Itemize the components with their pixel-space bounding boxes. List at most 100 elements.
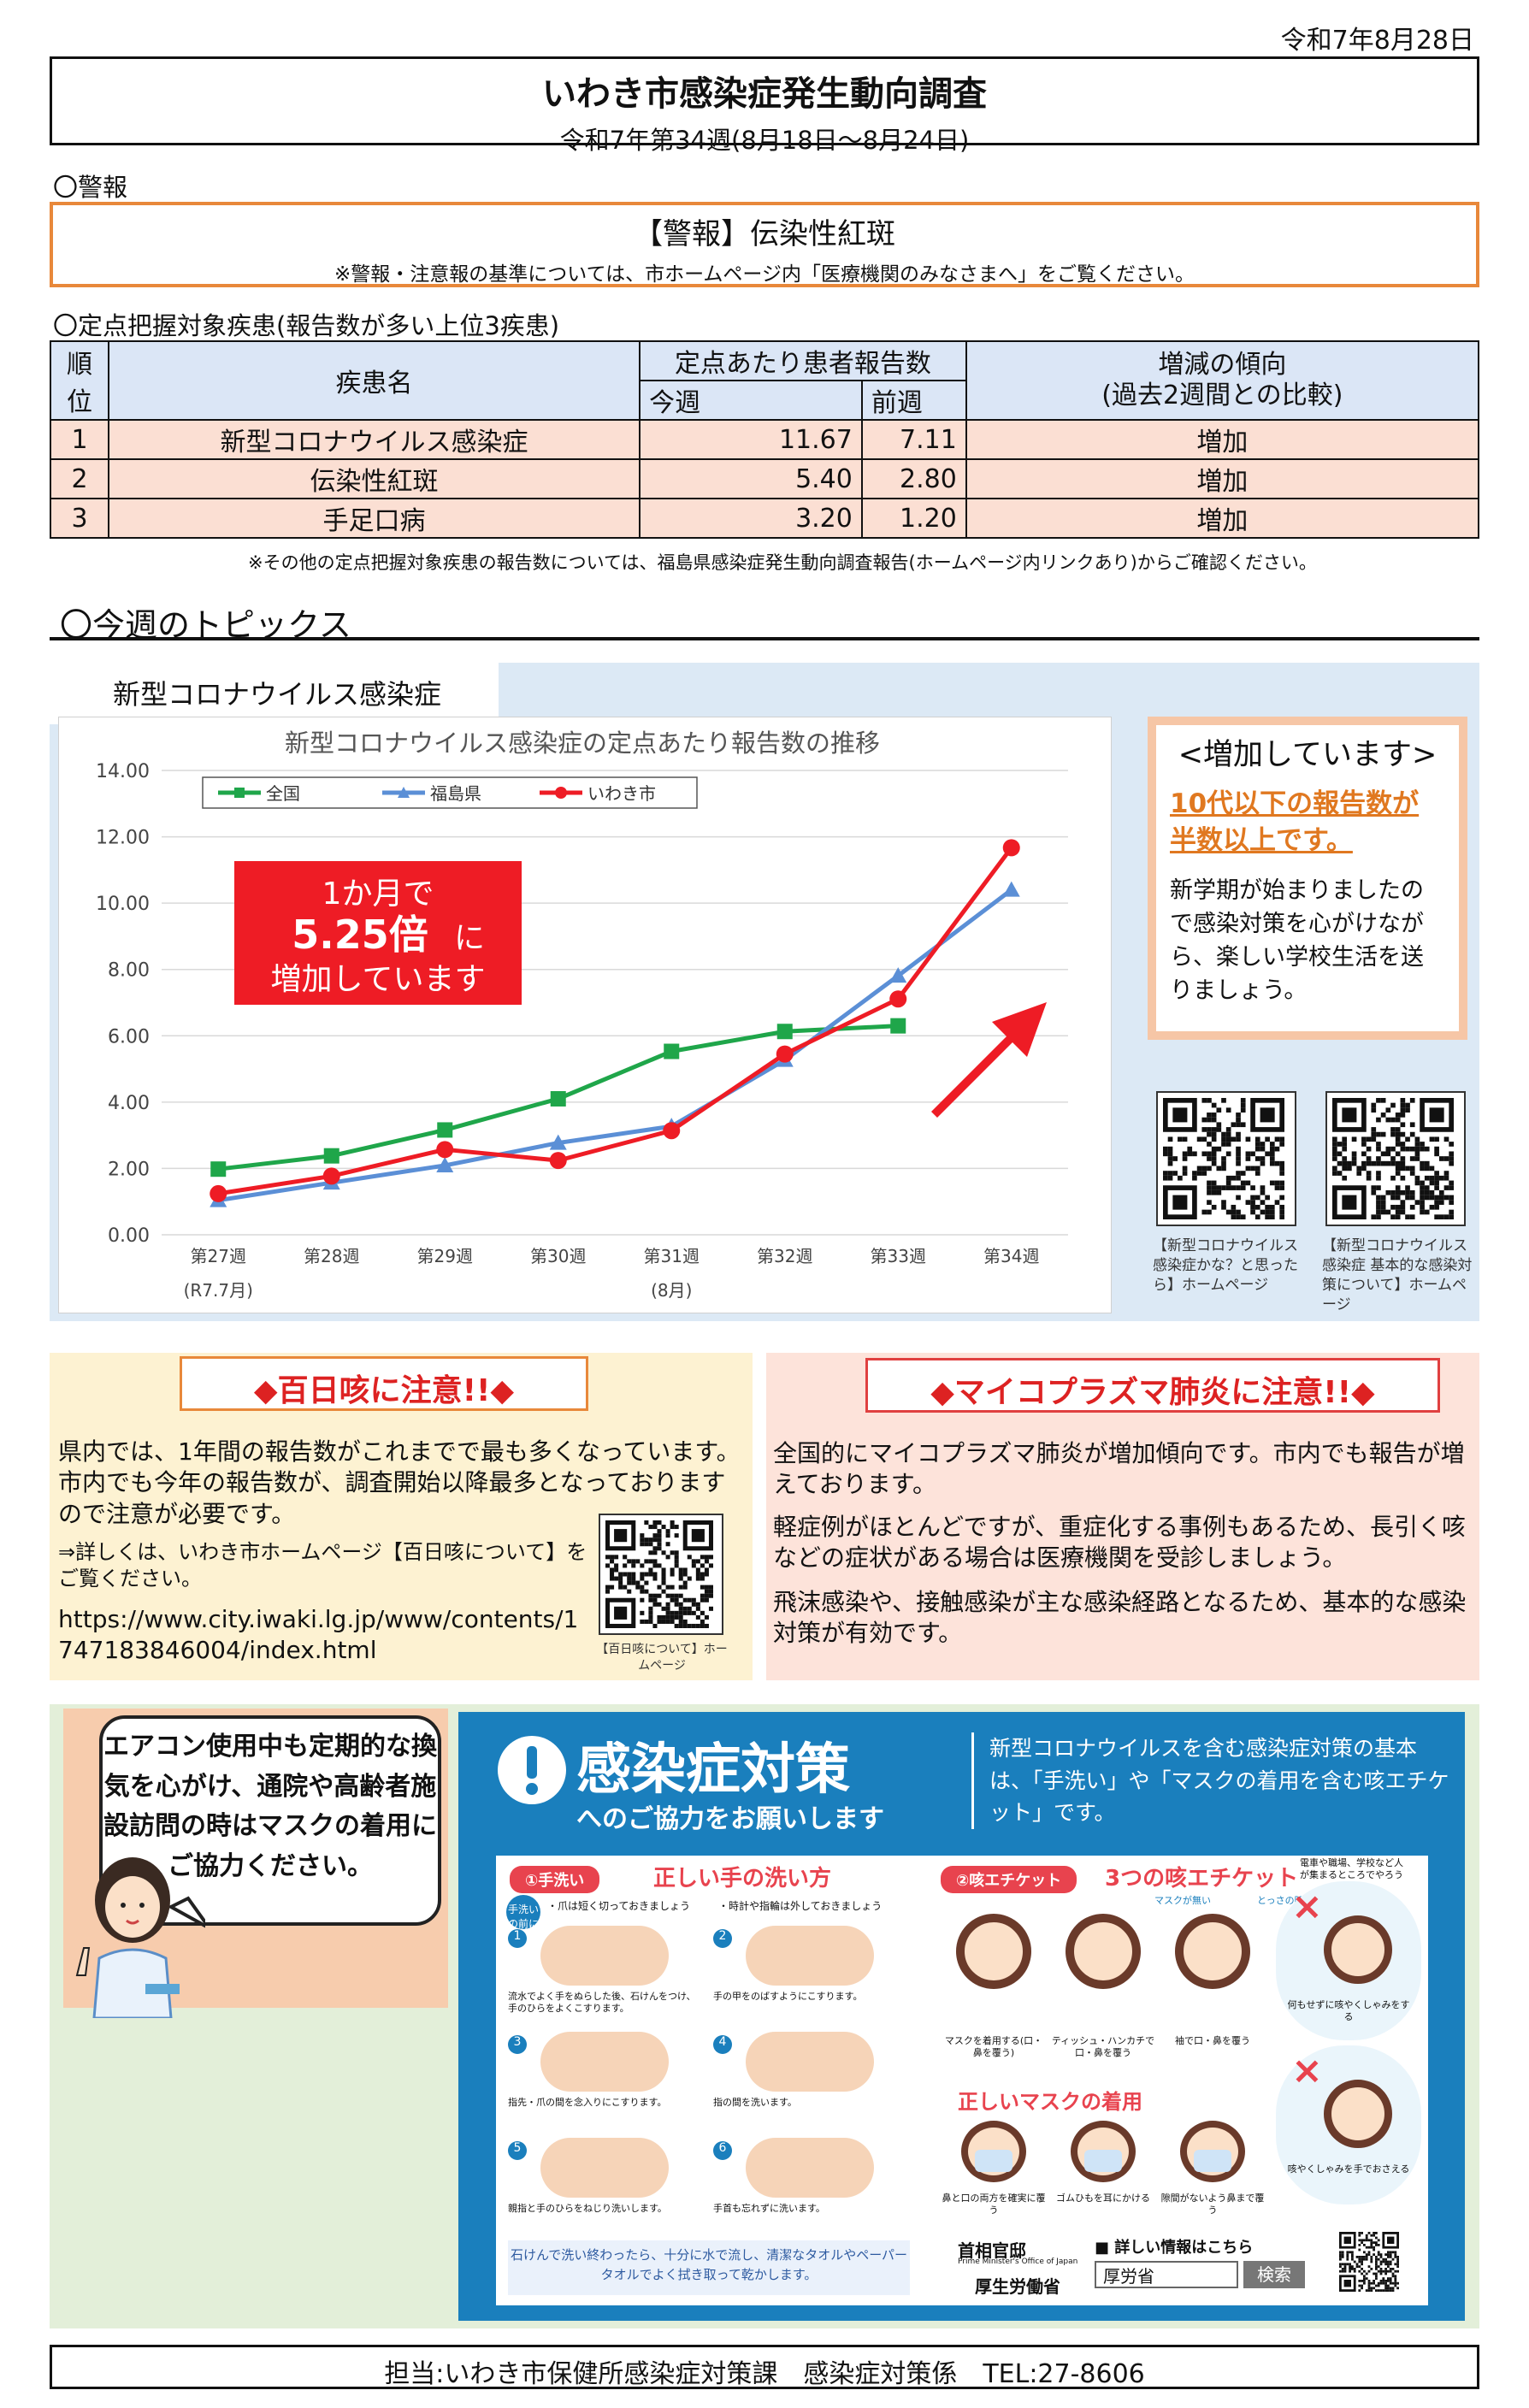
qr-module	[1265, 1136, 1270, 1142]
qr-module	[652, 1550, 658, 1555]
pertussis-title: ◆百日咳に注意!!◆	[180, 1356, 588, 1411]
data-point	[889, 967, 907, 983]
pertussis-url[interactable]: https://www.city.iwaki.lg.jp/www/content…	[58, 1605, 579, 1665]
qr-module	[1387, 2253, 1390, 2256]
qr-module	[700, 1610, 705, 1615]
qr-module	[1420, 1204, 1425, 1210]
qr-module	[1279, 1195, 1284, 1201]
qr-module	[1358, 2269, 1361, 2273]
qr-module	[1225, 1142, 1231, 1147]
qr-module	[1376, 1160, 1381, 1166]
qr-module	[618, 1580, 623, 1585]
qr-caption-covid-check: 【新型コロナウイルス感染症かな？と思ったら】ホームページ	[1153, 1237, 1298, 1294]
data-point	[322, 1167, 340, 1185]
qr-module	[1361, 1160, 1367, 1166]
qr-module	[695, 1572, 700, 1577]
qr-module	[1379, 2260, 1383, 2263]
qr-module	[1254, 1146, 1260, 1152]
cough-item: 袖で口・鼻を覆う	[1160, 1907, 1266, 2075]
qr-module	[1370, 2268, 1373, 2270]
qr-module	[1394, 2280, 1397, 2282]
qr-module	[1337, 1171, 1343, 1176]
qr-module	[610, 1555, 615, 1560]
qr-module	[627, 1559, 632, 1564]
qr-module	[1250, 1209, 1255, 1215]
qr-module	[1260, 1189, 1266, 1195]
qr-module	[610, 1585, 615, 1590]
qr-finder	[1172, 1107, 1188, 1123]
qr-module	[1221, 1166, 1226, 1172]
infection-control-poster: 感染症対策 へのご協力をお願いします 新型コロナウイルスを含む感染症対策の基本は…	[458, 1712, 1465, 2321]
qr-module	[640, 1589, 645, 1594]
col-disease-name: 疾患名	[107, 340, 641, 421]
qr-module	[1254, 1214, 1260, 1219]
qr-module	[670, 1610, 675, 1615]
qr-module	[1341, 2256, 1344, 2258]
qr-module	[1274, 1160, 1280, 1166]
step-number: 5	[508, 2141, 527, 2160]
qr-module	[1339, 2263, 1342, 2266]
org-mhlw: 厚生労働省	[975, 2276, 1060, 2297]
qr-module	[1221, 1156, 1226, 1161]
qr-module	[1380, 1200, 1386, 1205]
qr-module	[1424, 1166, 1430, 1172]
data-point	[210, 1184, 227, 1202]
qr-module	[1236, 1117, 1241, 1123]
qr-module	[1342, 1156, 1348, 1161]
qr-module	[618, 1576, 623, 1581]
qr-module	[1361, 2268, 1363, 2270]
qr-module	[1443, 1195, 1449, 1201]
qr-module	[1240, 1102, 1246, 1108]
qr-module	[1409, 1146, 1415, 1152]
hand-wash-icon	[540, 1926, 669, 1986]
qr-module	[1434, 1136, 1439, 1142]
qr-module	[1363, 2275, 1366, 2278]
qr-module	[678, 1576, 683, 1581]
qr-module	[610, 1576, 615, 1581]
qr-module	[648, 1542, 653, 1547]
qr-module	[700, 1572, 705, 1577]
qr-module	[1365, 2272, 1368, 2275]
qr-module	[1196, 1136, 1202, 1142]
qr-module	[1370, 2260, 1373, 2263]
qr-module	[1395, 1195, 1401, 1201]
qr-code-covid-check[interactable]	[1156, 1091, 1296, 1226]
qr-module	[1207, 1098, 1212, 1103]
qr-module	[1367, 2253, 1371, 2256]
qr-module	[1172, 1156, 1178, 1161]
qr-module	[1390, 1127, 1396, 1132]
qr-module	[1231, 1214, 1237, 1219]
qr-module	[1225, 1136, 1231, 1142]
qr-module	[1260, 1156, 1266, 1161]
qr-module	[674, 1593, 679, 1598]
qr-module	[1395, 1214, 1401, 1219]
qr-module	[657, 1563, 662, 1568]
qr-module	[1395, 1204, 1401, 1210]
qr-module	[605, 1585, 611, 1590]
qr-module	[1332, 1142, 1337, 1147]
mycoplasma-p1: 全国的にマイコプラズマ肺炎が増加傾向です。市内でも報告が増えております。	[773, 1439, 1465, 1499]
qr-module	[1379, 2289, 1383, 2292]
disease-cell: 手足口病	[107, 498, 641, 539]
qr-module	[1361, 2263, 1363, 2266]
qr-module	[640, 1533, 645, 1538]
qr-module	[1391, 2289, 1395, 2292]
qr-module	[1391, 2258, 1395, 2261]
qr-module	[640, 1563, 645, 1568]
handwash-title: 正しい手の洗い方	[653, 1866, 832, 1892]
qr-module	[1371, 1214, 1377, 1219]
qr-module	[1353, 2268, 1356, 2270]
qr-module	[1387, 2284, 1390, 2287]
qr-module	[1279, 1185, 1284, 1190]
qr-module	[657, 1593, 662, 1598]
qr-module	[1167, 1160, 1173, 1166]
qr-module	[665, 1533, 670, 1538]
qr-module	[640, 1572, 645, 1577]
sneeze-face-icon	[1324, 1915, 1392, 1984]
qr-module	[648, 1537, 653, 1543]
qr-code-covid-measures[interactable]	[1325, 1091, 1466, 1226]
qr-module	[1384, 2263, 1387, 2266]
qr-module	[1390, 1156, 1396, 1161]
qr-code-pertussis[interactable]	[599, 1514, 723, 1635]
qr-module	[1240, 1171, 1246, 1176]
